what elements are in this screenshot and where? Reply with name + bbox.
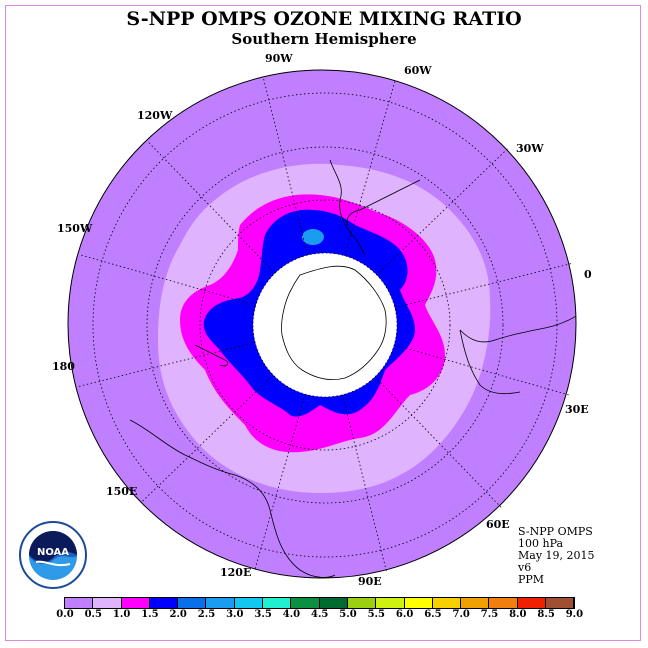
lon-label-90w: 90W	[265, 52, 293, 65]
info-version: v6	[518, 561, 532, 574]
colorbar-swatch	[546, 598, 575, 608]
colorbar-swatch	[121, 598, 150, 608]
colorbar-tick-label: 4.5	[310, 609, 329, 620]
lon-label-150w: 150W	[57, 222, 93, 235]
colorbar-swatch	[149, 598, 179, 608]
info-instrument: S-NPP OMPS	[518, 525, 593, 538]
south-america-coast-east	[346, 179, 421, 226]
latitude-circles	[92, 92, 558, 558]
colorbar-tick-label: 2.5	[197, 609, 216, 620]
colorbar-tick-label: 3.5	[254, 609, 272, 620]
colorbar-swatch	[517, 598, 547, 608]
colorbar-swatch	[404, 598, 433, 608]
new-zealand-coast	[194, 344, 229, 367]
colorbar	[64, 597, 576, 609]
colorbar-tick-label: 6.0	[395, 609, 414, 620]
info-pressure: 100 hPa	[518, 537, 564, 550]
colorbar-ticks: 0.0 0.5 1.0 1.5 2.0 2.5 3.0 3.5 4.0 4.5 5.0 5.5 6.0 6…	[0, 609, 648, 623]
colorbar-swatch	[347, 598, 377, 608]
africa-coast	[459, 314, 576, 343]
colorbar-swatch	[432, 598, 462, 608]
colorbar-tick-label: 6.5	[424, 609, 442, 620]
info-date: May 19, 2015	[518, 549, 595, 562]
colorbar-tick-label: 5.5	[367, 609, 385, 620]
map-subtitle: Southern Hemisphere	[231, 30, 417, 48]
lon-label-150e: 150E	[106, 485, 137, 498]
lon-label-60e: 60E	[486, 518, 510, 531]
antarctica-coast	[281, 265, 387, 380]
colorbar-tick-label: 2.0	[169, 609, 187, 620]
south-america-coast	[329, 159, 366, 256]
colorbar-swatch	[234, 598, 264, 608]
colorbar-tick-label: 3.0	[226, 609, 244, 620]
colorbar-swatch	[319, 598, 348, 608]
colorbar-tick-label: 1.5	[141, 609, 159, 620]
lon-label-180: 180	[52, 360, 75, 373]
colorbar-swatch	[461, 598, 490, 608]
africa-coast-south	[459, 329, 521, 395]
lon-label-60w: 60W	[404, 64, 432, 77]
lon-label-30w: 30W	[516, 142, 544, 155]
colorbar-tick-label: 0.5	[84, 609, 102, 620]
colorbar-swatch	[178, 598, 207, 608]
colorbar-tick-label: 5.0	[339, 609, 357, 620]
colorbar-swatch	[93, 598, 122, 608]
colorbar-swatch	[65, 598, 94, 608]
figure-frame	[5, 5, 641, 641]
longitude-labels: 90W 60W 30W 0 30E 60E 90E 120E 150E 180 …	[52, 52, 592, 588]
colorbar-swatch	[291, 598, 320, 608]
contour-band-2.0	[302, 229, 324, 245]
colorbar-swatch	[263, 598, 292, 608]
colorbar-tick-label: 0.0	[56, 609, 74, 620]
colorbar-tick-label: 4.0	[282, 609, 301, 620]
lon-label-120w: 120W	[137, 109, 173, 122]
noaa-logo: NOAA	[19, 521, 87, 589]
colorbar-swatch	[206, 598, 235, 608]
colorbar-tick-label: 7.0	[452, 609, 470, 620]
pole-data-gap	[253, 253, 397, 397]
colorbar-tick-label: 8.5	[537, 609, 555, 620]
lon-label-30e: 30E	[565, 403, 589, 416]
info-units: PPM	[518, 573, 545, 586]
svg-text:NOAA: NOAA	[37, 547, 69, 558]
lon-label-0: 0	[584, 268, 592, 281]
lon-label-90e: 90E	[358, 575, 382, 588]
map-title: S-NPP OMPS OZONE MIXING RATIO	[126, 8, 522, 30]
map-boundary	[67, 69, 577, 579]
colorbar-swatch	[489, 598, 518, 608]
australia-coast	[129, 419, 336, 578]
colorbar-tick-label: 1.0	[112, 609, 131, 620]
colorbar-tick-label: 8.0	[509, 609, 527, 620]
colorbar-tick-label: 7.5	[480, 609, 499, 620]
colorbar-swatch	[376, 598, 405, 608]
coastlines	[129, 159, 576, 578]
lon-label-120e: 120E	[220, 566, 251, 579]
colorbar-tick-label: 9.0	[565, 609, 584, 620]
